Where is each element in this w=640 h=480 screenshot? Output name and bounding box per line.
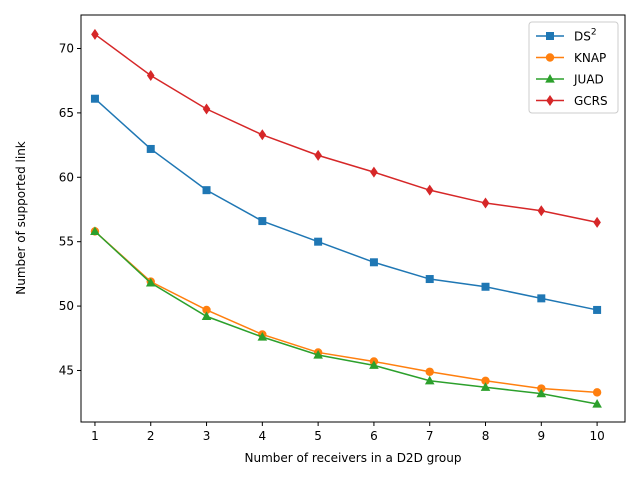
x-tick-label: 4 <box>259 429 267 443</box>
data-point-gcrs <box>537 205 546 217</box>
legend-marker <box>545 53 555 62</box>
y-tick-label: 70 <box>59 41 74 55</box>
y-tick-label: 65 <box>59 106 74 120</box>
data-point-juad <box>424 375 435 385</box>
data-point-juad <box>369 360 379 369</box>
x-tick-label: 5 <box>314 429 322 443</box>
legend-label: KNAP <box>574 51 606 65</box>
legend-label-superscript: 2 <box>591 28 597 38</box>
data-point-gcrs <box>593 216 601 228</box>
x-tick-label: 2 <box>147 429 155 443</box>
series-juad <box>90 226 602 408</box>
data-point-ds <box>425 275 434 284</box>
x-axis-ticks: 1 2 3 4 5 6 7 8 9 10 <box>91 422 605 443</box>
data-point-juad <box>201 311 212 320</box>
y-tick-label: 50 <box>59 299 74 313</box>
x-tick-label: 9 <box>537 429 545 443</box>
data-point-gcrs <box>425 184 434 196</box>
x-tick-label: 6 <box>370 429 378 443</box>
data-point-knap <box>592 388 602 397</box>
data-point-juad <box>90 226 100 235</box>
x-tick-label: 1 <box>91 429 99 443</box>
series-line-knap <box>94 230 598 394</box>
data-point-gcrs <box>258 129 267 141</box>
series-ds <box>90 94 602 314</box>
data-point-gcrs <box>202 103 211 115</box>
legend-entry-juad: JUAD <box>536 73 604 87</box>
data-point-juad <box>313 350 323 359</box>
data-point-juad <box>592 398 602 408</box>
data-point-juad <box>257 331 268 341</box>
series-line-ds <box>94 98 598 311</box>
legend-marker <box>546 95 554 106</box>
data-point-ds <box>202 186 211 195</box>
series-line-juad <box>94 230 598 405</box>
legend-label: JUAD <box>573 73 604 87</box>
data-point-knap <box>202 305 211 315</box>
legend-label: GCRS <box>574 94 608 108</box>
x-tick-label: 8 <box>482 429 490 443</box>
data-point-ds <box>481 282 490 291</box>
series-layer <box>90 28 602 408</box>
data-point-ds <box>537 294 546 303</box>
y-tick-label: 55 <box>59 235 74 249</box>
data-point-gcrs <box>370 166 378 178</box>
data-point-gcrs <box>314 149 322 161</box>
plot-frame <box>80 14 626 423</box>
data-point-ds <box>146 144 155 153</box>
data-point-juad <box>480 382 491 391</box>
y-axis-ticks: 45 50 55 60 65 70 <box>59 41 81 377</box>
x-tick-label: 3 <box>203 429 211 443</box>
y-axis-label: Number of supported link <box>14 141 28 295</box>
legend-entry-gcrs: GCRS <box>536 94 608 108</box>
data-point-ds <box>369 258 378 267</box>
data-point-knap <box>537 384 546 393</box>
series-gcrs <box>91 28 601 228</box>
data-point-ds <box>90 94 99 103</box>
data-point-gcrs <box>481 197 490 209</box>
legend-marker <box>545 74 555 83</box>
data-point-knap <box>481 376 490 385</box>
data-point-ds <box>314 237 323 246</box>
x-tick-label: 10 <box>589 429 604 443</box>
x-axis-label: Number of receivers in a D2D group <box>245 451 462 465</box>
data-point-ds <box>593 305 602 314</box>
data-point-juad <box>145 277 156 287</box>
data-point-ds <box>258 217 267 226</box>
data-point-knap <box>425 367 434 376</box>
data-point-juad <box>536 388 547 398</box>
legend-marker <box>546 32 554 40</box>
legend-entry-knap: KNAP <box>536 51 606 65</box>
data-point-gcrs <box>91 28 99 40</box>
x-tick-label: 7 <box>426 429 434 443</box>
data-point-gcrs <box>146 70 155 82</box>
series-line-gcrs <box>94 33 598 224</box>
y-tick-label: 45 <box>59 363 74 377</box>
legend-box <box>528 21 619 114</box>
y-tick-label: 60 <box>59 170 74 184</box>
